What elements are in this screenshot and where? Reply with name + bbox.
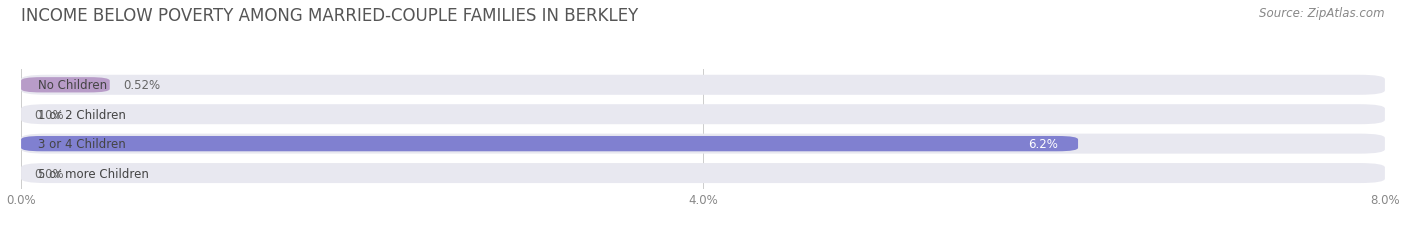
Text: INCOME BELOW POVERTY AMONG MARRIED-COUPLE FAMILIES IN BERKLEY: INCOME BELOW POVERTY AMONG MARRIED-COUPL… <box>21 7 638 25</box>
Text: Source: ZipAtlas.com: Source: ZipAtlas.com <box>1260 7 1385 20</box>
FancyBboxPatch shape <box>21 163 1385 183</box>
FancyBboxPatch shape <box>21 76 1385 95</box>
Text: No Children: No Children <box>38 79 107 92</box>
Text: 0.0%: 0.0% <box>35 167 65 180</box>
FancyBboxPatch shape <box>21 134 1385 154</box>
Text: 1 or 2 Children: 1 or 2 Children <box>38 108 127 121</box>
Text: 3 or 4 Children: 3 or 4 Children <box>38 137 127 150</box>
Text: 0.0%: 0.0% <box>35 108 65 121</box>
Text: 0.52%: 0.52% <box>124 79 160 92</box>
Text: 6.2%: 6.2% <box>1028 137 1057 150</box>
FancyBboxPatch shape <box>21 136 1078 152</box>
FancyBboxPatch shape <box>21 105 1385 125</box>
FancyBboxPatch shape <box>21 78 110 93</box>
Text: 5 or more Children: 5 or more Children <box>38 167 149 180</box>
